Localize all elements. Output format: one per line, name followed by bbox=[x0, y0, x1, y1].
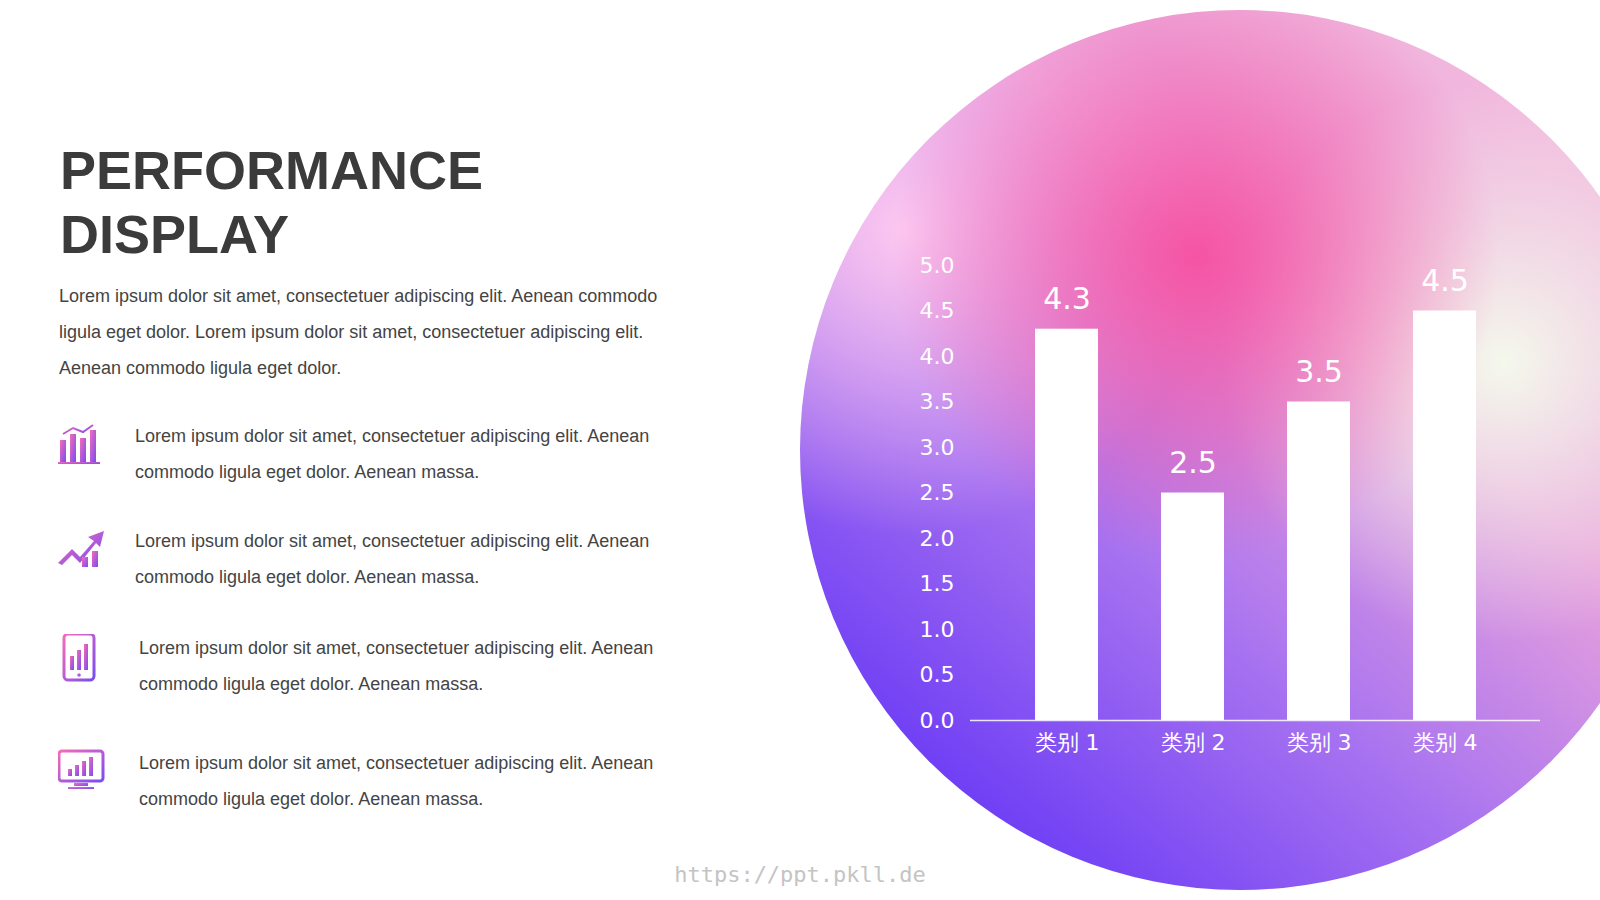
svg-text:3.5: 3.5 bbox=[1295, 354, 1343, 389]
html-text:Lorem ipsum dolor sit amet, co: Lorem ipsum dolor sit amet, consectetuer… bbox=[59, 286, 658, 378]
svg-text:类别 4: 类别 4 bbox=[1413, 730, 1478, 755]
svg-text:类别 3: 类别 3 bbox=[1287, 730, 1352, 755]
html-text:Lorem ipsum dolor sit amet, co: Lorem ipsum dolor sit amet, consectetuer… bbox=[139, 638, 654, 694]
html-text:Lorem ipsum dolor sit amet, co: Lorem ipsum dolor sit amet, consectetuer… bbox=[135, 426, 650, 482]
svg-text:0.0: 0.0 bbox=[920, 708, 955, 733]
svg-text:4.5: 4.5 bbox=[920, 298, 955, 323]
html-text:https://ppt.pkll.de: https://ppt.pkll.de bbox=[674, 862, 926, 887]
svg-text:类别 1: 类别 1 bbox=[1035, 730, 1100, 755]
svg-text:0.5: 0.5 bbox=[920, 662, 955, 687]
svg-text:4.5: 4.5 bbox=[1421, 263, 1469, 298]
svg-text:2.5: 2.5 bbox=[1169, 445, 1217, 480]
svg-text:2.5: 2.5 bbox=[920, 480, 955, 505]
html-text:PERFORMANCE DISPLAY: PERFORMANCE DISPLAY bbox=[60, 140, 483, 264]
html-text:Lorem ipsum dolor sit amet, co: Lorem ipsum dolor sit amet, consectetuer… bbox=[135, 531, 650, 587]
svg-text:4.0: 4.0 bbox=[920, 344, 955, 369]
svg-text:3.0: 3.0 bbox=[920, 435, 955, 460]
svg-text:1.5: 1.5 bbox=[920, 571, 955, 596]
svg-text:1.0: 1.0 bbox=[920, 617, 955, 642]
html-text:Lorem ipsum dolor sit amet, co: Lorem ipsum dolor sit amet, consectetuer… bbox=[139, 753, 654, 809]
svg-text:类别 2: 类别 2 bbox=[1161, 730, 1226, 755]
svg-text:5.0: 5.0 bbox=[920, 253, 955, 278]
svg-text:3.5: 3.5 bbox=[920, 389, 955, 414]
svg-text:4.3: 4.3 bbox=[1043, 281, 1091, 316]
svg-text:2.0: 2.0 bbox=[920, 526, 955, 551]
